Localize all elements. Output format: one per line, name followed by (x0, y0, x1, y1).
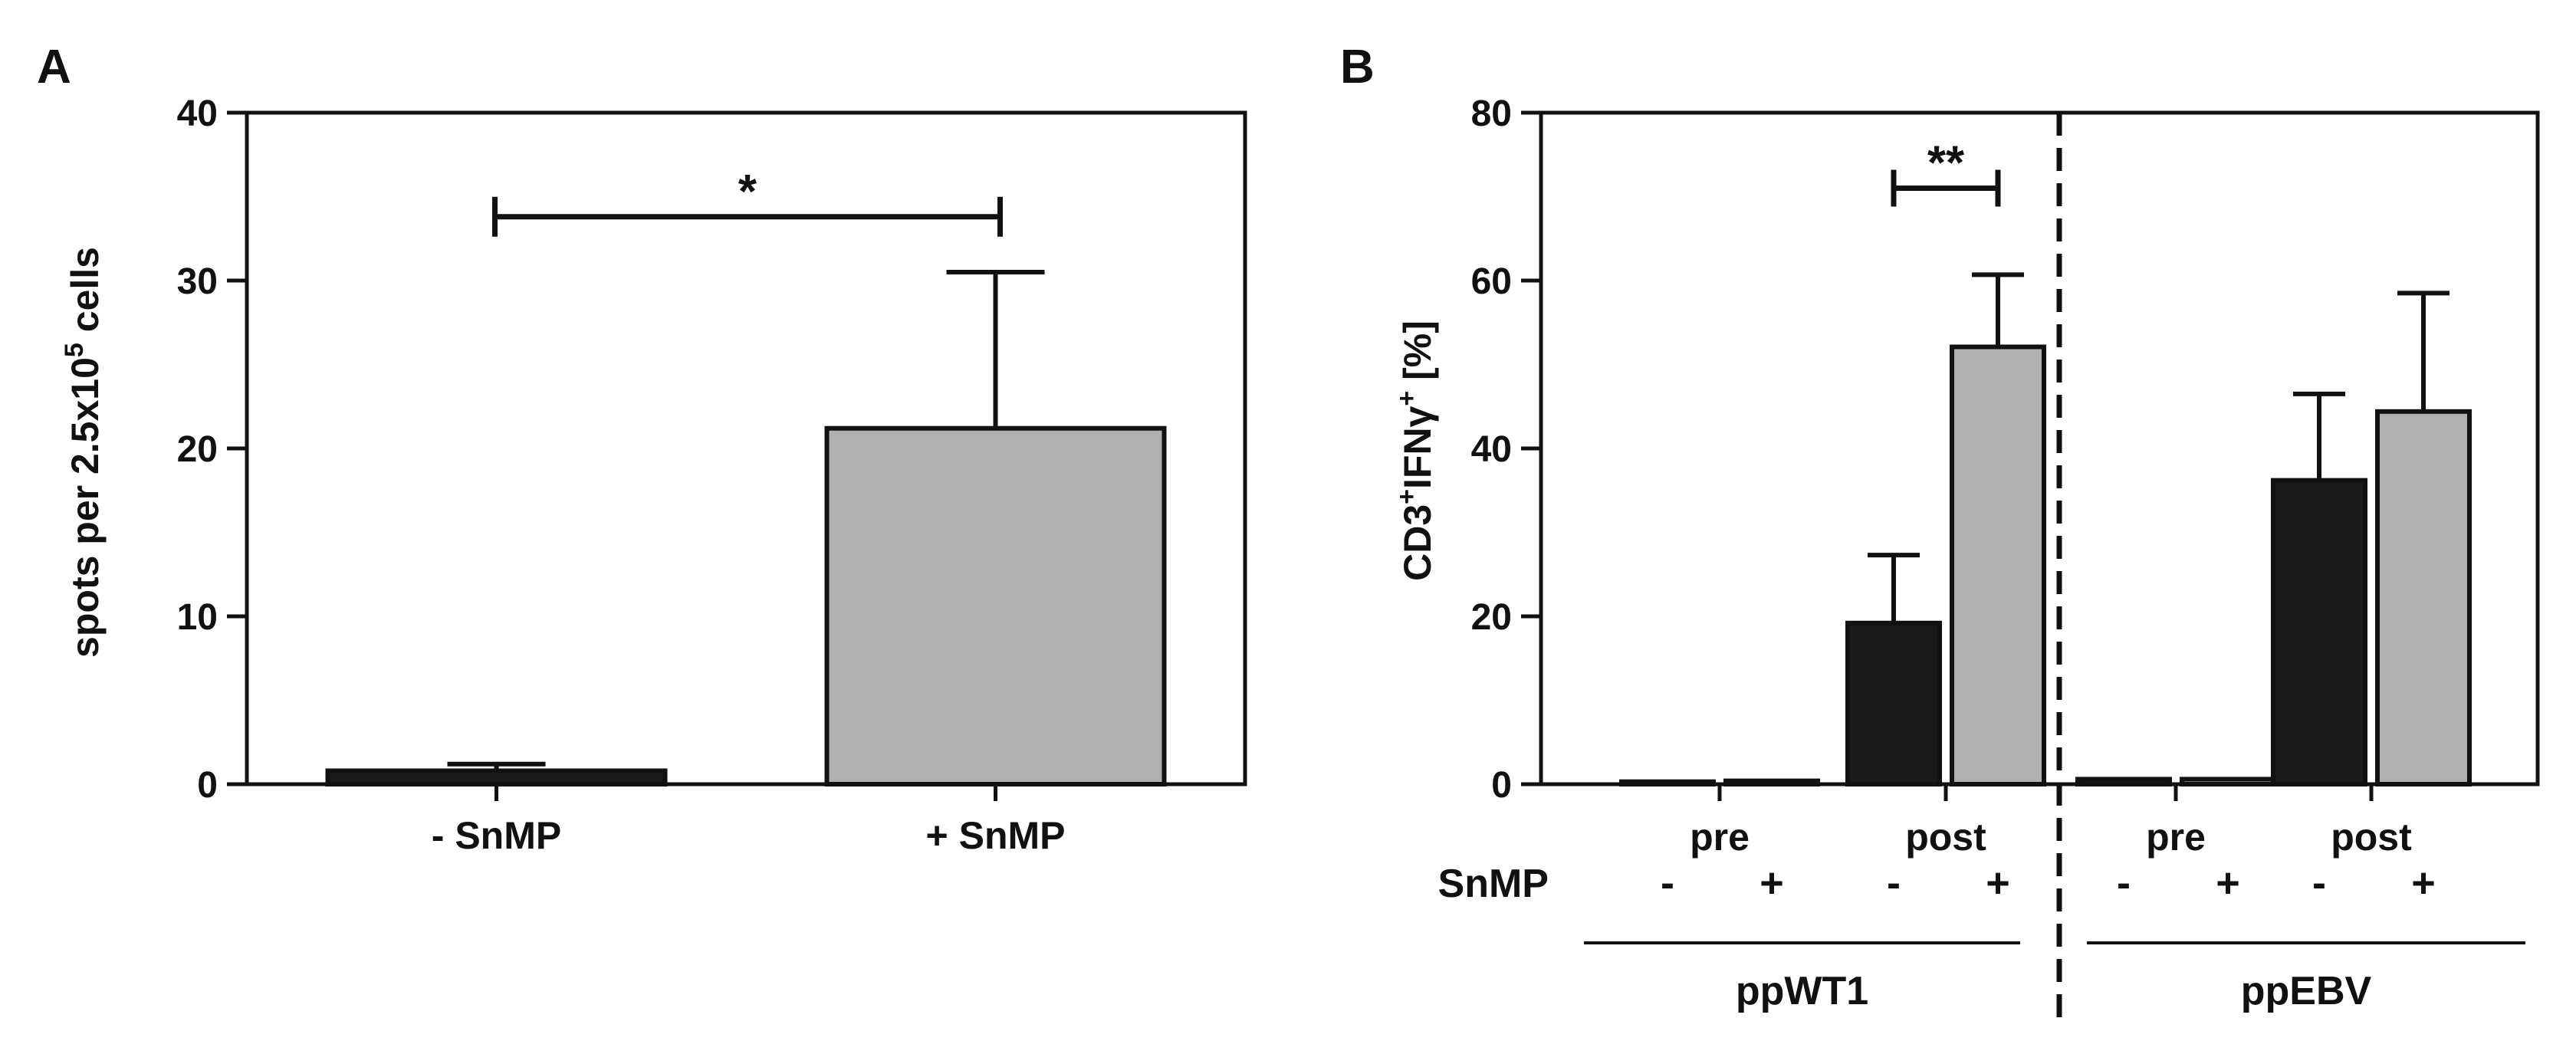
y-tick-label: 40 (1471, 429, 1512, 470)
snmp-sign-label: - (2312, 860, 2326, 906)
significance-label: * (738, 166, 757, 218)
panel-a-significance: * (492, 166, 1003, 237)
panel-a-plot-frame (245, 110, 1247, 786)
panel-b-bars (1619, 272, 2472, 787)
panel-a-bars (325, 270, 1167, 786)
panel-b-plot-frame (1539, 110, 2540, 786)
y-tick-label: 20 (1471, 597, 1512, 638)
bar (2271, 478, 2367, 786)
snmp-sign-label: + (1760, 860, 1784, 906)
x-group-label: ppWT1 (1736, 969, 1868, 1013)
panel-b-ylabel: CD3+IFNγ+ [%] (1392, 320, 1439, 581)
y-tick-label: 30 (177, 261, 218, 302)
panel-a: A spots per 2.5x105 cells 0 10 20 30 40 - Sn… (37, 41, 1247, 857)
panel-a-ylabel: spots per 2.5x105 cells (60, 247, 107, 658)
x-subgroup-label: pre (2146, 816, 2206, 859)
bar (325, 768, 668, 786)
x-group-label: ppEBV (2241, 969, 2372, 1013)
panel-b-y-ticks: 0 20 40 60 80 (1471, 94, 1541, 806)
x-subgroup-label: post (2331, 816, 2412, 859)
significance-label: ** (1927, 137, 1965, 190)
panel-a-letter: A (37, 41, 71, 94)
panel-a-y-ticks: 0 10 20 30 40 (177, 94, 247, 806)
bar (2375, 409, 2472, 786)
x-category-label: - SnMP (432, 814, 561, 857)
x-subgroup-label: pre (1690, 816, 1750, 859)
y-tick-label: 60 (1471, 261, 1512, 302)
snmp-sign-label: + (1986, 860, 2010, 906)
x-category-label: + SnMP (926, 814, 1066, 857)
bar (824, 425, 1167, 786)
x-subgroup-label: post (1905, 816, 1986, 859)
snmp-sign-label: - (1661, 860, 1674, 906)
bar (1845, 620, 1942, 787)
y-tick-label: 20 (177, 429, 218, 470)
panel-b-significance: ** (1891, 137, 2001, 207)
y-tick-label: 80 (1471, 94, 1512, 134)
snmp-sign-label: + (2216, 860, 2240, 906)
panel-a-x-labels: - SnMP + SnMP (432, 784, 1066, 857)
y-tick-label: 40 (177, 94, 218, 134)
y-tick-label: 0 (1491, 765, 1512, 806)
snmp-sign-label: - (1887, 860, 1901, 906)
snmp-sign-label: + (2411, 860, 2436, 906)
y-tick-label: 10 (177, 597, 218, 638)
x-row-label-snmp: SnMP (1438, 862, 1549, 906)
y-tick-label: 0 (197, 765, 218, 806)
snmp-sign-label: - (2117, 860, 2131, 906)
panel-b-letter: B (1340, 41, 1375, 94)
bar (1950, 344, 2046, 786)
